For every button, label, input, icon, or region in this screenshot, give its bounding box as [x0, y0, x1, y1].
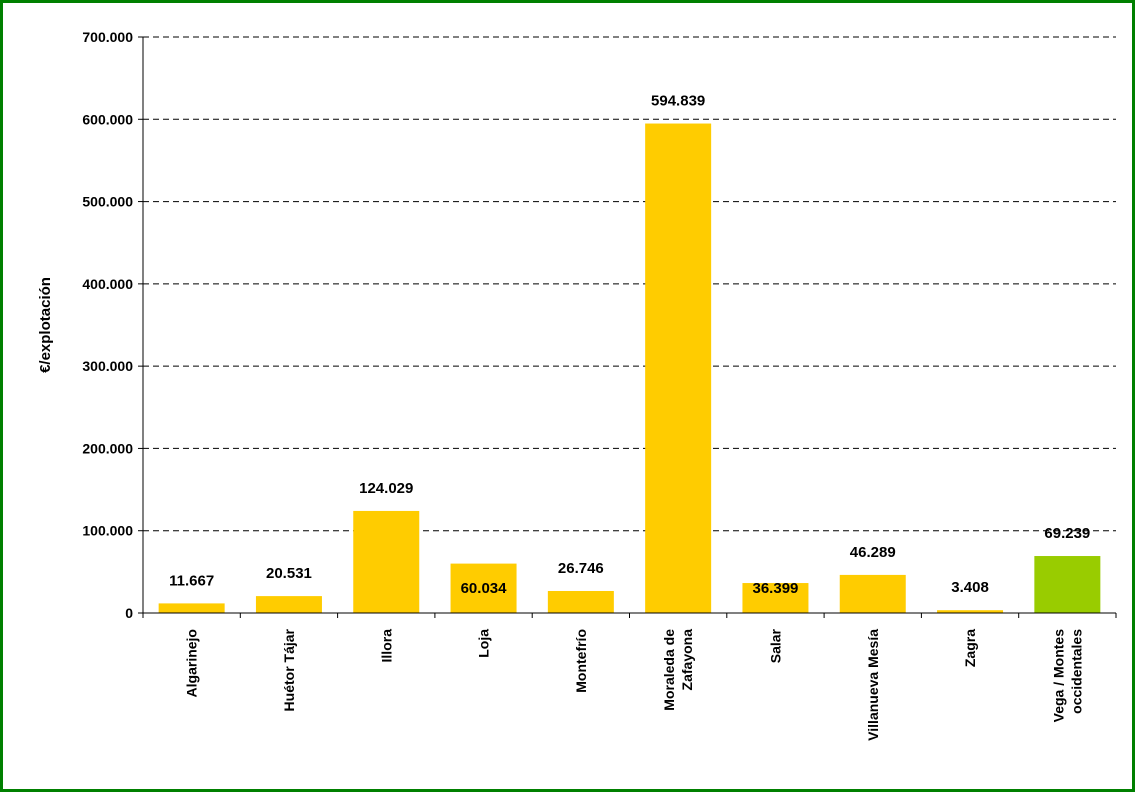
y-tick-label: 600.000: [82, 111, 133, 127]
data-label: 26.746: [558, 560, 604, 577]
category-label-line: Zagra: [962, 629, 978, 667]
data-label: 3.408: [951, 579, 989, 596]
y-tick-label: 300.000: [82, 358, 133, 374]
category-label-line: Zafayona: [679, 629, 695, 691]
category-label: Salar: [767, 628, 783, 663]
bar: [937, 610, 1004, 613]
data-label: 594.839: [651, 93, 705, 110]
data-labels: 11.667 20.531 124.029 60.034 26.746 594.839 36…: [169, 93, 1090, 597]
y-tick-labels: 0 100.000 200.000 300.000 400.000 500.000 600.…: [82, 29, 133, 621]
category-labels: Algarinejo Huétor Tájar Illora Loja Montefrí…: [184, 628, 1085, 740]
gridlines: [143, 36, 1116, 532]
category-label-line: Salar: [767, 628, 783, 663]
bars: [158, 123, 1101, 614]
category-label: Villanueva Mesía: [865, 629, 881, 741]
bar: [1034, 556, 1101, 613]
bar: [645, 123, 712, 614]
bar: [742, 583, 809, 613]
axes: [138, 36, 1117, 618]
y-tick-label: 400.000: [82, 276, 133, 292]
data-label: 46.289: [850, 544, 896, 561]
bar: [450, 563, 517, 613]
category-label: Loja: [476, 629, 492, 658]
category-label-line: Moraleda de: [661, 629, 677, 711]
bar: [353, 510, 420, 613]
bar: [158, 603, 225, 613]
y-tick-label: 500.000: [82, 194, 133, 210]
category-label-line: Montefrío: [573, 629, 589, 693]
category-label-line: Huétor Tájar: [281, 628, 297, 711]
y-tick-label: 700.000: [82, 29, 133, 45]
category-label: Algarinejo: [184, 629, 200, 697]
data-label: 124.029: [359, 480, 413, 497]
category-label: Illora: [378, 629, 394, 663]
category-label-line: Loja: [476, 629, 492, 658]
bar: [547, 590, 614, 613]
data-label: 20.531: [266, 565, 312, 582]
y-tick-label: 200.000: [82, 440, 133, 456]
category-label-line: occidentales: [1068, 629, 1084, 714]
data-label: 69.239: [1044, 525, 1090, 542]
y-tick-label: 0: [125, 605, 133, 621]
bar: [839, 574, 906, 613]
data-label: 36.399: [753, 580, 799, 597]
category-label-line: Algarinejo: [184, 629, 200, 697]
category-label: Montefrío: [573, 629, 589, 693]
data-label: 11.667: [169, 572, 214, 589]
category-label: Zagra: [962, 629, 978, 667]
y-axis-label: €/explotación: [37, 277, 54, 373]
bar: [255, 596, 322, 613]
y-tick-label: 100.000: [82, 523, 133, 539]
data-label: 60.034: [461, 580, 508, 597]
category-label-line: Illora: [378, 629, 394, 663]
category-label: Huétor Tájar: [281, 628, 297, 711]
category-label: Moraleda de Zafayona: [661, 629, 695, 711]
category-label-line: Villanueva Mesía: [865, 629, 881, 741]
category-label-line: Vega / Montes: [1050, 629, 1066, 723]
category-label: Vega / Montes occidentales: [1050, 629, 1084, 723]
